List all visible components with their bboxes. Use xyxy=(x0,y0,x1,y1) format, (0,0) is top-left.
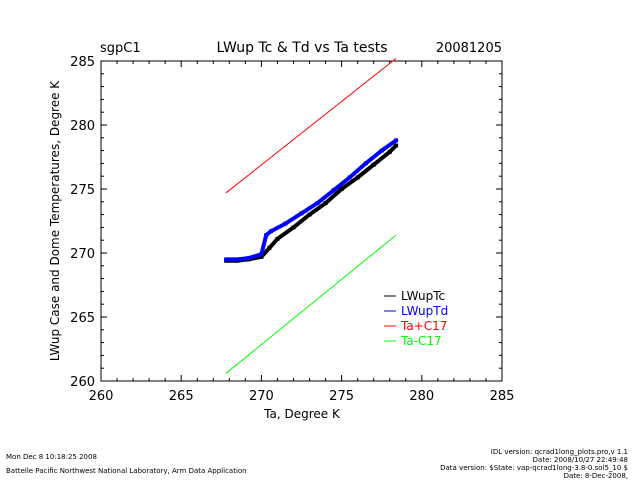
data-point-lwuptd xyxy=(299,211,304,216)
y-tick-label: 265 xyxy=(70,311,95,326)
series-ta-c17 xyxy=(225,234,397,374)
y-tick-label: 285 xyxy=(70,55,95,70)
date-label: 20081205 xyxy=(436,41,502,56)
x-tick-label: 285 xyxy=(490,389,515,404)
series-ta-c17 xyxy=(225,58,397,194)
x-tick-label: 280 xyxy=(409,389,434,404)
data-point-lwuptd xyxy=(283,221,288,226)
data-point-lwuptc xyxy=(275,236,280,241)
legend-label-lwuptd: LWupTd xyxy=(401,304,448,318)
y-tick-label: 260 xyxy=(70,375,95,390)
y-tick-label: 280 xyxy=(70,119,95,134)
ticks-layer: 260 265 270 275 280 285 260 265 270 275 280 285 xyxy=(70,55,514,404)
x-tick-label: 270 xyxy=(249,389,274,404)
data-point-lwuptd xyxy=(315,201,320,206)
data-point-lwuptd xyxy=(394,138,399,143)
data-point-lwuptc xyxy=(355,175,360,180)
data-point-lwuptc xyxy=(259,254,264,259)
data-point-lwuptc xyxy=(307,212,312,217)
data-point-lwuptc xyxy=(387,149,392,154)
legend-label-ta-c17: Ta+C17 xyxy=(400,319,447,333)
data-point-lwuptd xyxy=(363,161,368,166)
data-point-lwuptd xyxy=(347,175,352,180)
y-axis-label: LWup Case and Dome Temperatures, Degree … xyxy=(48,80,62,361)
footer-idl-version: IDL version: qcrad1long_plots.pro,v 1.1 xyxy=(490,448,628,456)
x-tick-label: 265 xyxy=(169,389,194,404)
series-line-ta-c17 xyxy=(225,58,397,194)
x-tick-label: 275 xyxy=(329,389,354,404)
data-point-lwuptc xyxy=(339,187,344,191)
y-tick-label: 270 xyxy=(70,247,95,262)
data-point-lwuptc xyxy=(323,201,328,206)
data-point-lwuptc xyxy=(291,225,296,230)
series-layer xyxy=(224,58,399,374)
footer-data-version: Data version: $State: vap-qcrad1long-3.8… xyxy=(440,464,628,472)
data-point-lwuptd xyxy=(235,257,240,262)
legend-label-ta-c17: Ta-C17 xyxy=(400,334,442,348)
series-line-lwuptc xyxy=(226,144,398,263)
footer-data-date: Date: 8-Dec-2008, xyxy=(563,472,628,480)
data-point-lwuptd xyxy=(269,229,274,234)
site-label: sgpC1 xyxy=(100,41,141,56)
data-point-lwuptc xyxy=(371,162,376,167)
chart-title: LWup Tc & Td vs Ta tests xyxy=(216,40,387,56)
plot-frame xyxy=(100,60,503,382)
y-tick-label: 275 xyxy=(70,183,95,198)
footer-idl-date: Date: 2008/10/27 22:49:48 xyxy=(532,456,628,464)
series-lwuptd xyxy=(224,138,399,262)
series-line-lwuptd xyxy=(226,138,398,262)
x-axis-label: Ta, Degree K xyxy=(263,407,341,421)
series-lwuptc xyxy=(224,143,399,263)
data-point-lwuptd xyxy=(246,256,251,261)
data-point-lwuptd xyxy=(379,148,384,153)
footer-institution: Battelle Pacific Northwest National Labo… xyxy=(6,467,247,475)
data-point-lwuptc xyxy=(394,143,399,148)
series-line-ta-c17 xyxy=(225,234,397,374)
footer-timestamp: Mon Dec 8 10:18:25 2008 xyxy=(6,453,97,461)
data-point-lwuptd xyxy=(264,233,269,238)
legend-label-lwuptc: LWupTc xyxy=(401,289,445,303)
data-point-lwuptd xyxy=(259,252,264,257)
data-point-lwuptd xyxy=(224,257,229,262)
data-point-lwuptd xyxy=(331,188,336,193)
data-point-lwuptc xyxy=(267,245,272,250)
x-tick-label: 260 xyxy=(89,389,114,404)
